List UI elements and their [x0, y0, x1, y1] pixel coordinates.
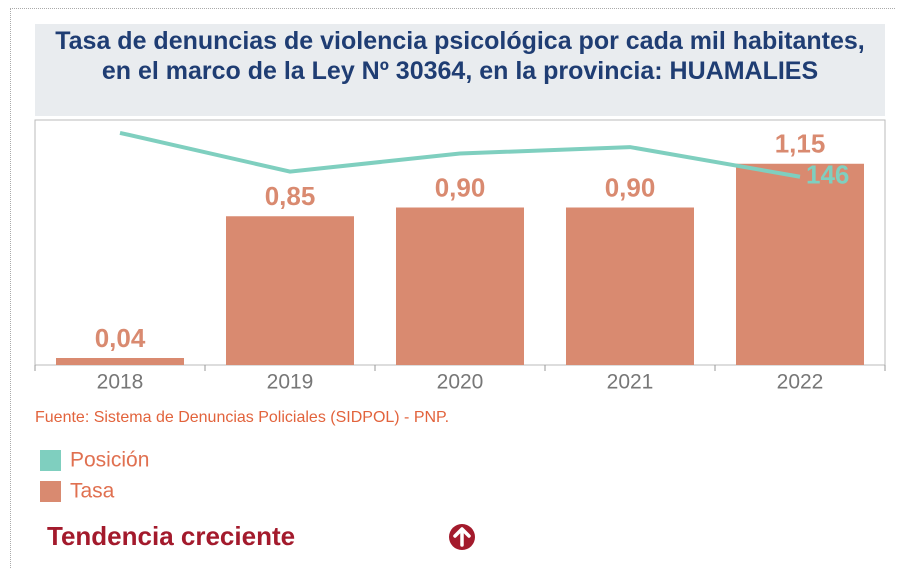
x-tick-label: 2020	[437, 371, 484, 394]
bar	[56, 358, 184, 365]
bar	[226, 216, 354, 365]
x-tick-label: 2021	[607, 371, 654, 394]
legend-label: Tasa	[70, 480, 115, 503]
legend-swatch	[40, 450, 61, 471]
chart-title: Tasa de denuncias de violencia psicológi…	[35, 24, 885, 116]
data-label: 0,04	[95, 323, 146, 353]
data-label: 0,90	[435, 172, 486, 202]
data-label: 146	[806, 160, 849, 190]
legend-swatch	[40, 481, 61, 502]
x-tick-label: 2019	[267, 371, 314, 394]
frame	[10, 8, 895, 568]
line	[119, 130, 801, 179]
trend: Tendencia creciente	[47, 521, 295, 551]
source: Fuente: Sistema de Denuncias Policiales …	[35, 409, 449, 426]
x-tick-label: 2022	[777, 371, 824, 394]
data-label: 1,15	[775, 129, 826, 159]
bar	[396, 207, 524, 365]
bar	[736, 163, 864, 365]
data-label: 0,90	[605, 172, 656, 202]
trend-icon	[449, 524, 475, 550]
data-label: 0,85	[265, 181, 316, 211]
legend-label: Posición	[70, 449, 149, 472]
x-tick-label: 2018	[97, 371, 144, 394]
bar	[566, 207, 694, 365]
